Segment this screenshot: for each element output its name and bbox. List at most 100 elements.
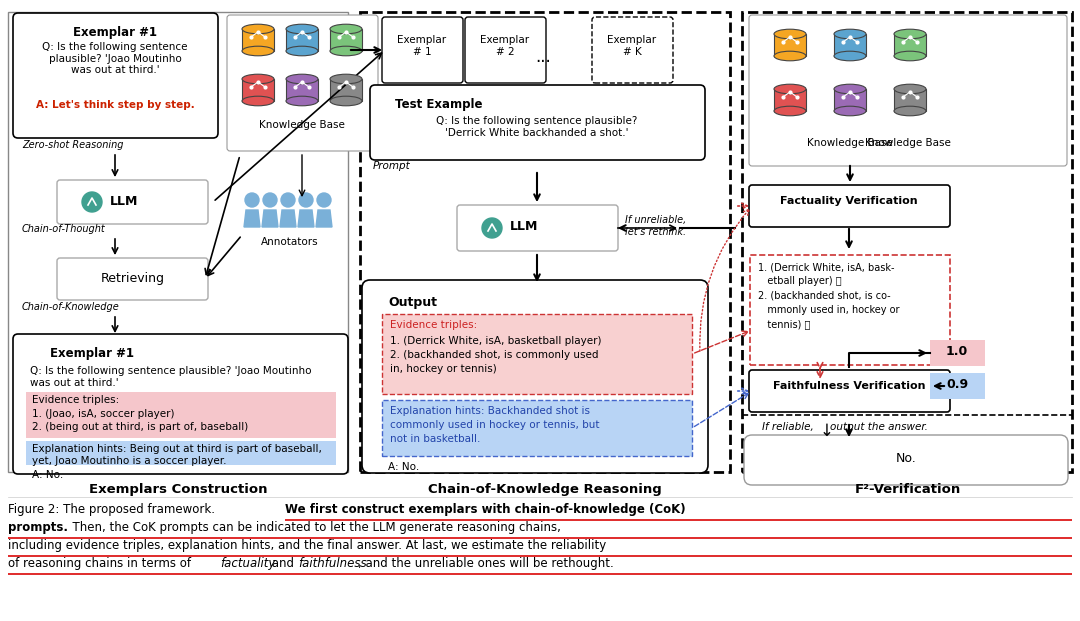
Text: mmonly used in, hockey or: mmonly used in, hockey or <box>758 305 900 315</box>
Ellipse shape <box>330 46 362 56</box>
Text: Q: Is the following sentence
plausible? 'Joao Moutinho
was out at third.': Q: Is the following sentence plausible? … <box>42 42 188 75</box>
FancyBboxPatch shape <box>286 79 318 101</box>
Ellipse shape <box>834 29 866 39</box>
FancyBboxPatch shape <box>13 13 218 138</box>
Text: faithfulness: faithfulness <box>298 557 366 570</box>
Text: If unreliable,
let's rethink.: If unreliable, let's rethink. <box>625 215 686 237</box>
Bar <box>930 340 985 366</box>
FancyBboxPatch shape <box>834 89 866 111</box>
Bar <box>382 400 692 456</box>
Ellipse shape <box>330 96 362 106</box>
Text: not in basketball.: not in basketball. <box>390 434 481 444</box>
FancyBboxPatch shape <box>465 17 546 83</box>
Bar <box>8 12 348 472</box>
Text: Faithfulness Verification: Faithfulness Verification <box>773 381 926 391</box>
Text: 2. (being out at third, is part of, baseball): 2. (being out at third, is part of, base… <box>32 422 248 432</box>
Ellipse shape <box>894 84 926 94</box>
FancyBboxPatch shape <box>894 34 926 56</box>
Ellipse shape <box>286 96 318 106</box>
Text: 0.9: 0.9 <box>946 378 968 391</box>
Polygon shape <box>262 210 278 227</box>
Text: Figure 2: The proposed framework.: Figure 2: The proposed framework. <box>8 503 219 516</box>
Text: Output: Output <box>388 296 437 309</box>
Text: factuality: factuality <box>220 557 275 570</box>
Text: Exemplar
# K: Exemplar # K <box>607 35 657 57</box>
Text: Annotators: Annotators <box>261 237 319 247</box>
Text: Factuality Verification: Factuality Verification <box>780 196 918 206</box>
Polygon shape <box>298 210 314 227</box>
Text: Prompt: Prompt <box>373 161 410 171</box>
FancyBboxPatch shape <box>370 85 705 160</box>
Ellipse shape <box>834 84 866 94</box>
Ellipse shape <box>242 96 274 106</box>
Text: Exemplar #1: Exemplar #1 <box>73 26 157 39</box>
FancyBboxPatch shape <box>330 29 362 51</box>
Text: Exemplar
# 2: Exemplar # 2 <box>481 35 529 57</box>
Text: Chain-of-Knowledge: Chain-of-Knowledge <box>22 302 120 312</box>
Text: LLM: LLM <box>510 220 538 233</box>
FancyBboxPatch shape <box>750 185 950 227</box>
Ellipse shape <box>834 51 866 61</box>
Text: prompts.: prompts. <box>8 521 68 534</box>
FancyBboxPatch shape <box>57 258 208 300</box>
Text: Q: Is the following sentence plausible? 'Joao Moutinho
was out at third.': Q: Is the following sentence plausible? … <box>30 366 311 388</box>
FancyBboxPatch shape <box>330 79 362 101</box>
Ellipse shape <box>330 74 362 84</box>
Bar <box>8 573 1072 575</box>
Text: Q: Is the following sentence plausible?
'Derrick White backhanded a shot.': Q: Is the following sentence plausible? … <box>436 116 637 138</box>
Text: 2. (backhanded shot, is co-: 2. (backhanded shot, is co- <box>758 291 891 301</box>
Text: LLM: LLM <box>110 195 138 208</box>
Text: Knowledge Base: Knowledge Base <box>807 138 893 148</box>
Text: 2. (backhanded shot, is commonly used: 2. (backhanded shot, is commonly used <box>390 350 598 360</box>
Bar <box>750 255 950 365</box>
FancyBboxPatch shape <box>286 29 318 51</box>
Bar <box>8 555 1072 557</box>
Text: 1. (Joao, isA, soccer player): 1. (Joao, isA, soccer player) <box>32 409 175 419</box>
FancyBboxPatch shape <box>774 34 806 56</box>
Circle shape <box>264 193 276 207</box>
Polygon shape <box>244 210 260 227</box>
Text: Explanation hints: Backhanded shot is: Explanation hints: Backhanded shot is <box>390 406 590 416</box>
Bar <box>360 12 730 472</box>
FancyBboxPatch shape <box>744 435 1068 485</box>
Polygon shape <box>280 210 296 227</box>
Ellipse shape <box>286 74 318 84</box>
Circle shape <box>245 193 259 207</box>
Bar <box>285 519 1072 521</box>
FancyBboxPatch shape <box>242 79 274 101</box>
Text: , and the unreliable ones will be rethought.: , and the unreliable ones will be rethou… <box>357 557 613 570</box>
Text: Evidence triples:: Evidence triples: <box>390 320 477 330</box>
Text: A: Let's think step by step.: A: Let's think step by step. <box>36 100 194 110</box>
Circle shape <box>318 193 330 207</box>
FancyBboxPatch shape <box>774 89 806 111</box>
FancyBboxPatch shape <box>457 205 618 251</box>
Circle shape <box>82 192 102 212</box>
Text: A: No.: A: No. <box>388 462 419 472</box>
Circle shape <box>281 193 295 207</box>
Text: Exemplar #1: Exemplar #1 <box>50 347 134 360</box>
Bar <box>382 314 692 394</box>
FancyBboxPatch shape <box>57 180 208 224</box>
Ellipse shape <box>774 106 806 116</box>
FancyBboxPatch shape <box>362 280 708 473</box>
Text: Explanation hints: Being out at third is part of baseball,
yet, Joao Moutinho is: Explanation hints: Being out at third is… <box>32 444 322 466</box>
FancyBboxPatch shape <box>894 89 926 111</box>
Bar <box>742 12 1072 472</box>
Text: ...: ... <box>535 48 551 66</box>
Bar <box>8 537 1072 539</box>
Text: and: and <box>268 557 298 570</box>
Text: output the answer.: output the answer. <box>831 422 928 432</box>
Text: 1. (Derrick White, isA, basketball player): 1. (Derrick White, isA, basketball playe… <box>390 336 602 346</box>
Text: If reliable,: If reliable, <box>762 422 813 432</box>
Text: 1. (Derrick White, isA, bask-: 1. (Derrick White, isA, bask- <box>758 262 894 272</box>
Text: Exemplars Construction: Exemplars Construction <box>89 483 267 496</box>
Ellipse shape <box>894 51 926 61</box>
Text: Knowledge Base: Knowledge Base <box>259 120 345 130</box>
Ellipse shape <box>242 24 274 34</box>
Text: in, hockey or tennis): in, hockey or tennis) <box>390 364 497 374</box>
FancyBboxPatch shape <box>13 334 348 474</box>
Text: ↓: ↓ <box>820 422 834 440</box>
FancyBboxPatch shape <box>382 17 463 83</box>
FancyBboxPatch shape <box>750 370 950 412</box>
Text: Knowledge Base: Knowledge Base <box>865 138 950 148</box>
